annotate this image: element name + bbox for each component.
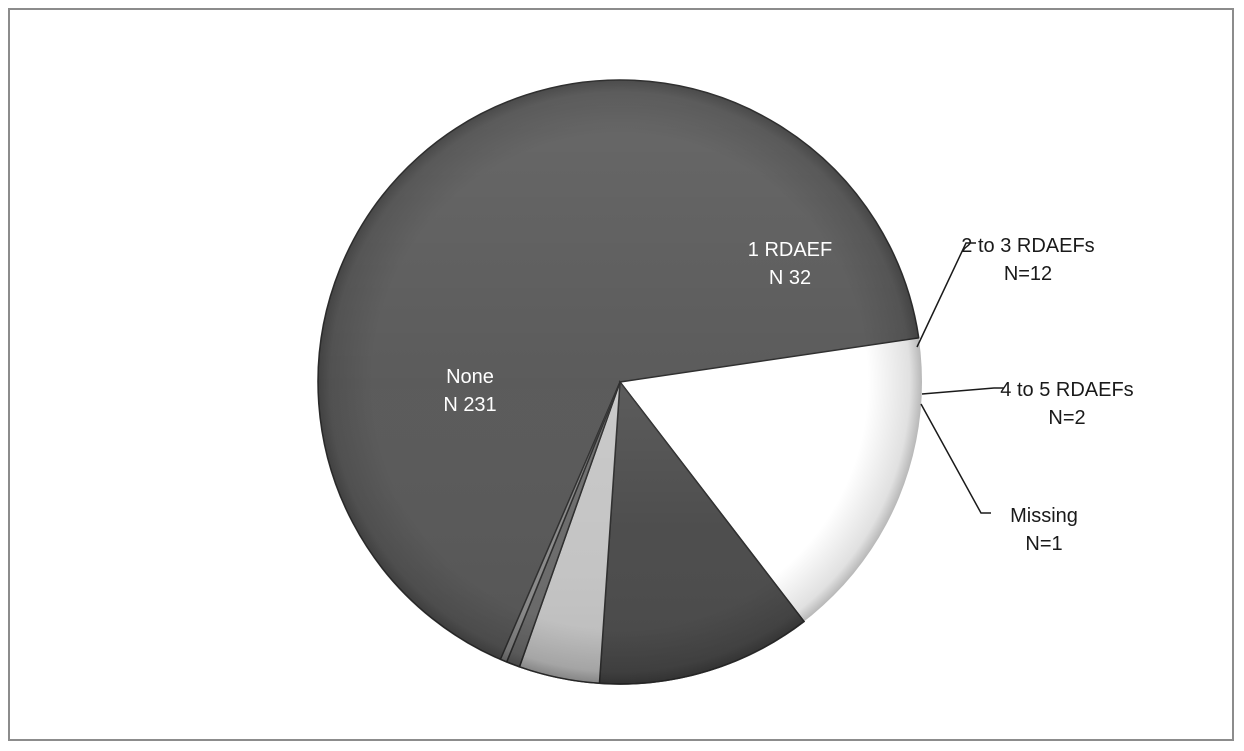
slice-label-2-to-3-rdaefs-count: N=12	[1004, 263, 1052, 285]
slice-labels: None N 231 1 RDAEF N 32 2 to 3 RDAEFs N=12 4 t…	[443, 235, 1133, 555]
leader-line-missing	[920, 403, 991, 514]
slice-label-4-to-5-rdaefs-count: N=2	[1048, 407, 1085, 429]
pie-slices	[317, 79, 920, 685]
leader-line-2-to-3-rdaefs	[916, 242, 976, 348]
slice-label-none-count: N 231	[443, 394, 496, 416]
slice-label-none: None	[446, 366, 494, 388]
slice-label-4-to-5-rdaefs: 4 to 5 RDAEFs	[1000, 379, 1133, 401]
slice-label-missing: Missing	[1010, 505, 1078, 527]
slice-label-2-to-3-rdaefs: 2 to 3 RDAEFs	[961, 235, 1094, 257]
leader-lines	[916, 242, 1004, 514]
slice-label-1-rdaef: 1 RDAEF	[748, 239, 832, 261]
slice-label-missing-count: N=1	[1025, 533, 1062, 555]
pie-slice-gloss-1-rdaef	[599, 382, 804, 684]
slice-label-1-rdaef-count: N 32	[769, 267, 811, 289]
leader-line-4-to-5-rdaefs	[921, 387, 1004, 395]
